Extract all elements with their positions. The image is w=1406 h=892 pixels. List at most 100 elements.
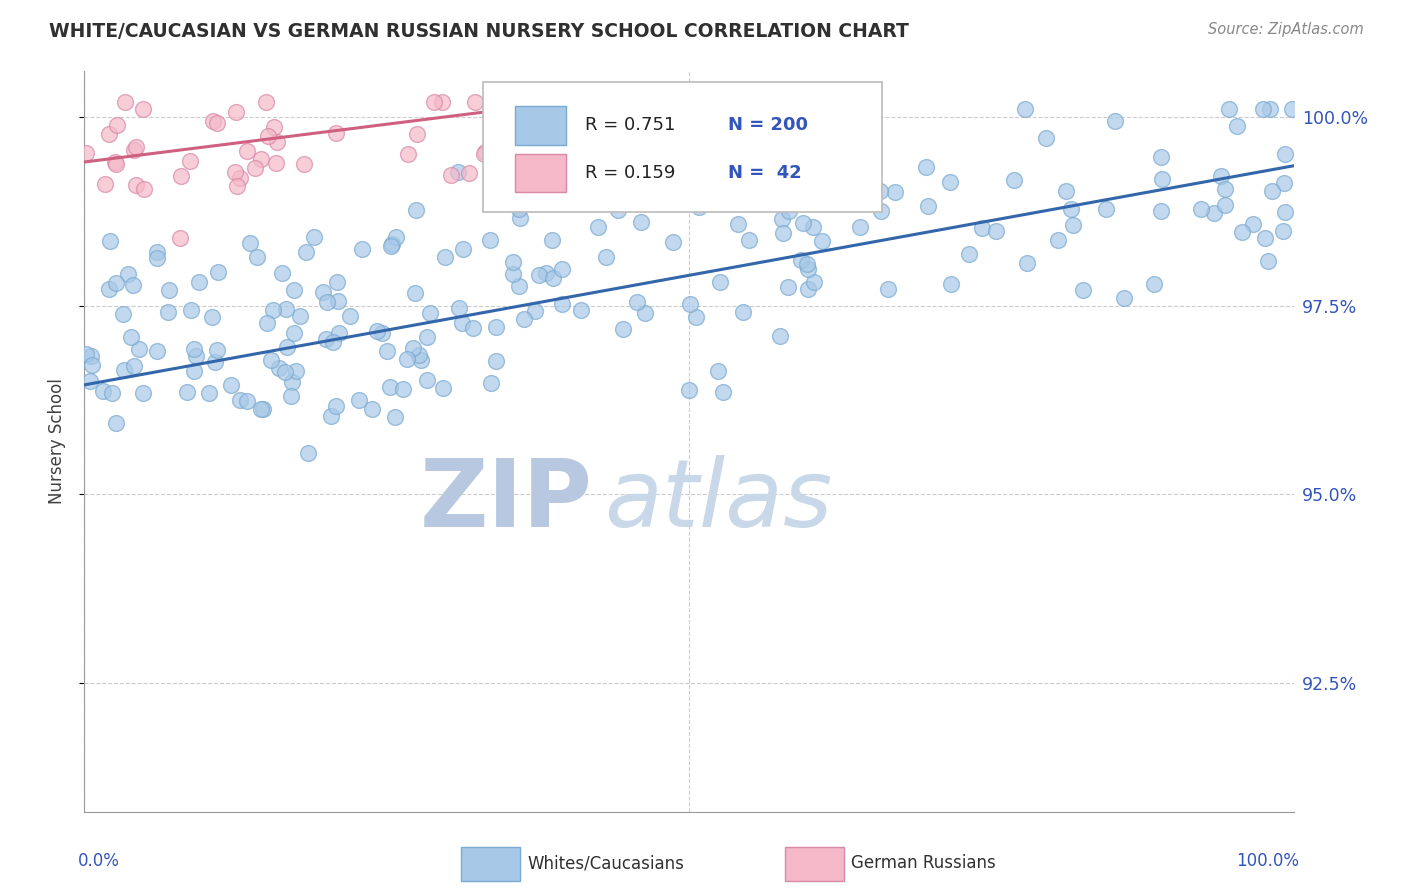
Point bbox=[352, 242, 374, 256]
Point bbox=[249, 152, 271, 166]
Point bbox=[917, 199, 939, 213]
Point bbox=[1189, 202, 1212, 216]
Point bbox=[1213, 182, 1236, 196]
Point bbox=[479, 233, 502, 247]
Point bbox=[179, 153, 201, 168]
Point bbox=[91, 384, 114, 398]
Point bbox=[262, 303, 284, 318]
Point bbox=[709, 275, 731, 289]
Point bbox=[434, 250, 457, 264]
Text: Whites/Caucasians: Whites/Caucasians bbox=[527, 855, 685, 872]
Point bbox=[1271, 224, 1294, 238]
Point bbox=[396, 147, 419, 161]
Point bbox=[1253, 102, 1275, 116]
Point bbox=[94, 178, 117, 192]
Point bbox=[183, 343, 205, 357]
Point bbox=[276, 340, 298, 354]
Point bbox=[80, 349, 103, 363]
Point bbox=[257, 128, 280, 143]
Point bbox=[1015, 255, 1038, 269]
Point bbox=[396, 351, 419, 366]
Point bbox=[830, 166, 852, 180]
Point bbox=[280, 389, 302, 403]
Point bbox=[245, 161, 267, 175]
Point bbox=[404, 285, 426, 300]
Point bbox=[104, 154, 127, 169]
Point bbox=[283, 326, 305, 340]
Point bbox=[607, 202, 630, 217]
Point bbox=[415, 330, 437, 344]
Point bbox=[295, 244, 318, 259]
Point bbox=[1274, 146, 1296, 161]
Point bbox=[707, 364, 730, 378]
Point bbox=[270, 266, 292, 280]
FancyBboxPatch shape bbox=[785, 847, 844, 881]
Point bbox=[1112, 291, 1135, 305]
Point bbox=[405, 203, 427, 218]
Point bbox=[229, 392, 252, 407]
Point bbox=[122, 359, 145, 373]
Point bbox=[360, 401, 382, 416]
Point bbox=[157, 284, 180, 298]
Point bbox=[292, 156, 315, 170]
Point bbox=[792, 216, 814, 230]
Point bbox=[380, 239, 402, 253]
Point bbox=[550, 261, 572, 276]
Point bbox=[200, 310, 222, 324]
Point bbox=[1150, 204, 1173, 219]
FancyBboxPatch shape bbox=[484, 82, 883, 212]
Point bbox=[803, 275, 825, 289]
Point bbox=[325, 400, 347, 414]
Point bbox=[524, 304, 547, 318]
Point bbox=[377, 343, 399, 358]
Point bbox=[225, 178, 247, 193]
Point bbox=[1047, 233, 1070, 247]
Point bbox=[221, 377, 243, 392]
Point bbox=[328, 294, 350, 309]
Point bbox=[274, 302, 297, 317]
Point bbox=[458, 166, 481, 180]
Text: N =  42: N = 42 bbox=[728, 164, 801, 182]
Point bbox=[228, 170, 250, 185]
Text: R = 0.159: R = 0.159 bbox=[585, 164, 675, 182]
Point bbox=[502, 267, 524, 281]
Point bbox=[1260, 102, 1282, 116]
Point bbox=[207, 343, 229, 358]
Point bbox=[778, 102, 800, 116]
Point bbox=[776, 280, 799, 294]
Point bbox=[254, 95, 277, 109]
Point bbox=[1230, 226, 1253, 240]
Point bbox=[297, 446, 319, 460]
Point bbox=[80, 358, 103, 372]
Point bbox=[98, 234, 121, 248]
Point bbox=[1071, 283, 1094, 297]
Point bbox=[132, 386, 155, 401]
Point bbox=[534, 266, 557, 280]
Point bbox=[169, 231, 191, 245]
Point bbox=[972, 221, 994, 235]
Point bbox=[402, 341, 425, 355]
Point bbox=[408, 348, 430, 362]
Point bbox=[447, 165, 470, 179]
Point bbox=[1241, 217, 1264, 231]
Point bbox=[464, 95, 486, 109]
Point bbox=[416, 373, 439, 387]
Point bbox=[560, 173, 582, 187]
Point bbox=[101, 385, 124, 400]
Point bbox=[634, 306, 657, 320]
Point bbox=[1254, 231, 1277, 245]
Point bbox=[391, 382, 413, 396]
Point bbox=[326, 276, 349, 290]
Point bbox=[256, 316, 278, 330]
Text: N = 200: N = 200 bbox=[728, 117, 808, 135]
FancyBboxPatch shape bbox=[515, 153, 565, 192]
Point bbox=[502, 255, 524, 269]
Point bbox=[1257, 253, 1279, 268]
Point bbox=[98, 282, 121, 296]
Point bbox=[586, 220, 609, 235]
Point bbox=[124, 178, 146, 192]
Point bbox=[727, 217, 749, 231]
Point bbox=[112, 363, 135, 377]
Point bbox=[1095, 202, 1118, 216]
Point bbox=[120, 330, 142, 344]
